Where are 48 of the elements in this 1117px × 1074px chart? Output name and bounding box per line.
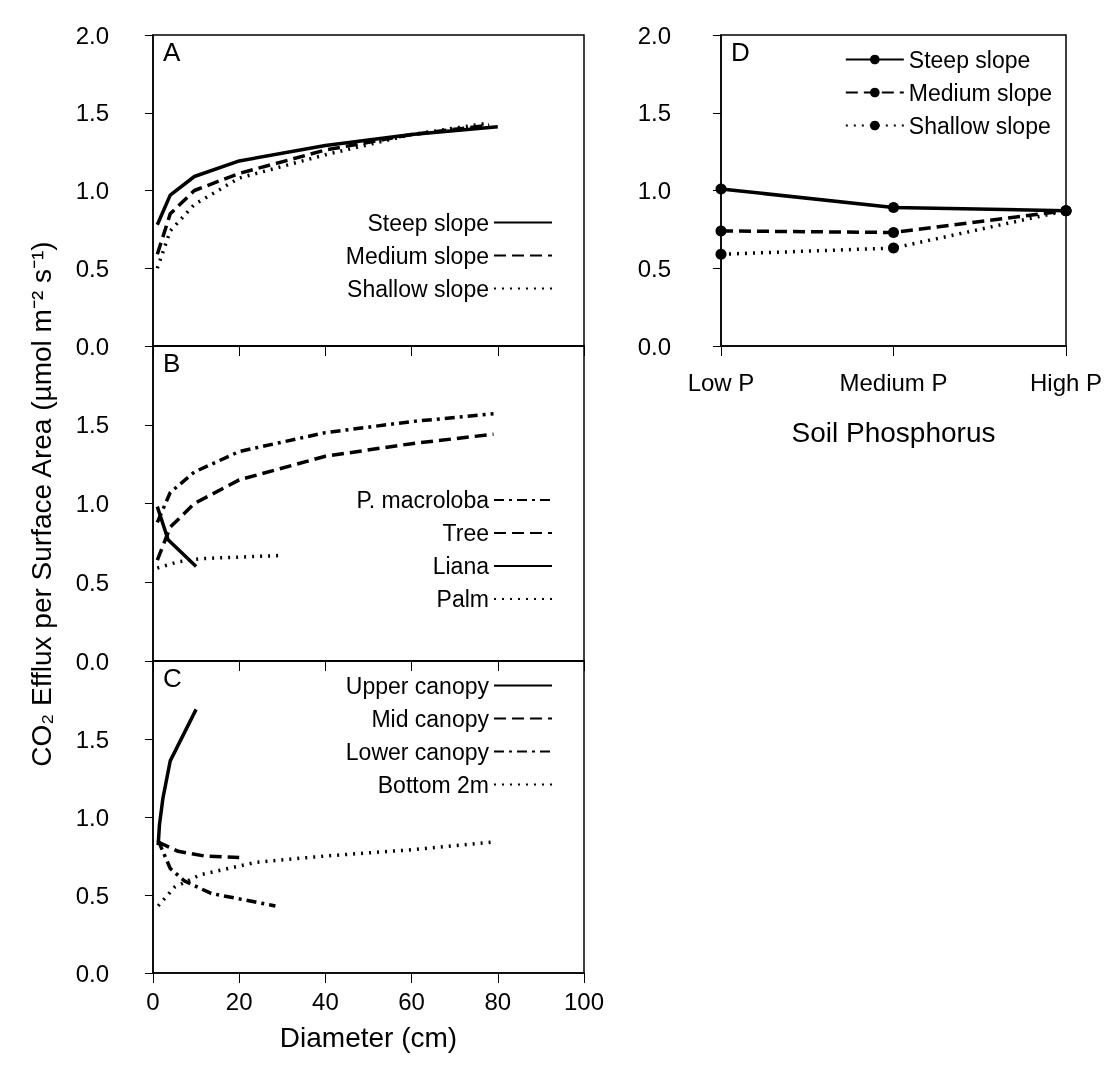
y-tick-label: 1.5 [75, 99, 109, 127]
y-tick-label: 1.0 [75, 177, 109, 204]
y-tick-label: 1.0 [75, 803, 109, 831]
legend-label: Upper canopy [345, 672, 490, 699]
x-axis-title: Soil Phosphorus [791, 416, 996, 448]
annotation: A [163, 37, 181, 67]
y-tick-label: 0.5 [75, 568, 109, 596]
x-tick-label: High P [1029, 368, 1103, 396]
y-tick-label: 1.5 [75, 411, 109, 439]
legend-label: Mid canopy [371, 705, 490, 732]
legend-label: P. macroloba [356, 487, 490, 513]
x-tick-label: 20 [225, 987, 253, 1015]
y-tick-label: 2.0 [637, 21, 671, 49]
y-tick-label: 2.0 [75, 21, 109, 49]
y-tick-label: 0.0 [75, 959, 109, 987]
annotation: D [731, 37, 750, 67]
x-tick-label: Low P [687, 368, 755, 396]
y-tick-label: 0.0 [75, 332, 109, 360]
legend-label: Medium slope [345, 242, 489, 269]
legend-label: Palm [436, 586, 489, 612]
y-tick-label: 1.0 [637, 177, 671, 204]
legend-label: Shallow slope [908, 112, 1051, 139]
x-axis-title: Diameter (cm) [279, 1021, 458, 1053]
annotation: C [163, 663, 182, 693]
annotation: B [163, 348, 181, 378]
legend-label: Tree [442, 520, 489, 546]
legend-label: Medium slope [908, 79, 1053, 106]
legend-label: Shallow slope [347, 275, 489, 302]
y-tick-label: 1.0 [75, 490, 109, 517]
y-tick-label: 0.5 [75, 254, 109, 282]
y-tick-label: 0.0 [637, 332, 671, 360]
x-tick-label: 0 [146, 987, 160, 1015]
x-tick-label: 80 [484, 987, 512, 1015]
x-tick-label: 60 [398, 987, 425, 1015]
y-tick-label: 0.5 [637, 254, 671, 282]
y-tick-label: 1.5 [75, 725, 109, 753]
y-axis-title: CO₂ Efflux per Surface Area (µmol m⁻² s⁻¹) [25, 240, 58, 767]
x-tick-label: 40 [312, 987, 339, 1015]
legend-label: Liana [432, 553, 490, 579]
y-tick-label: 1.5 [637, 99, 671, 127]
legend-label: Bottom 2m [377, 771, 489, 798]
legend-label: Steep slope [908, 46, 1031, 73]
x-tick-label: Medium P [839, 368, 948, 396]
y-tick-label: 0.0 [75, 647, 109, 675]
y-tick-label: 0.5 [75, 881, 109, 909]
legend-label: Steep slope [367, 209, 489, 236]
legend-label: Lower canopy [345, 738, 490, 765]
x-tick-label: 100 [563, 987, 605, 1015]
